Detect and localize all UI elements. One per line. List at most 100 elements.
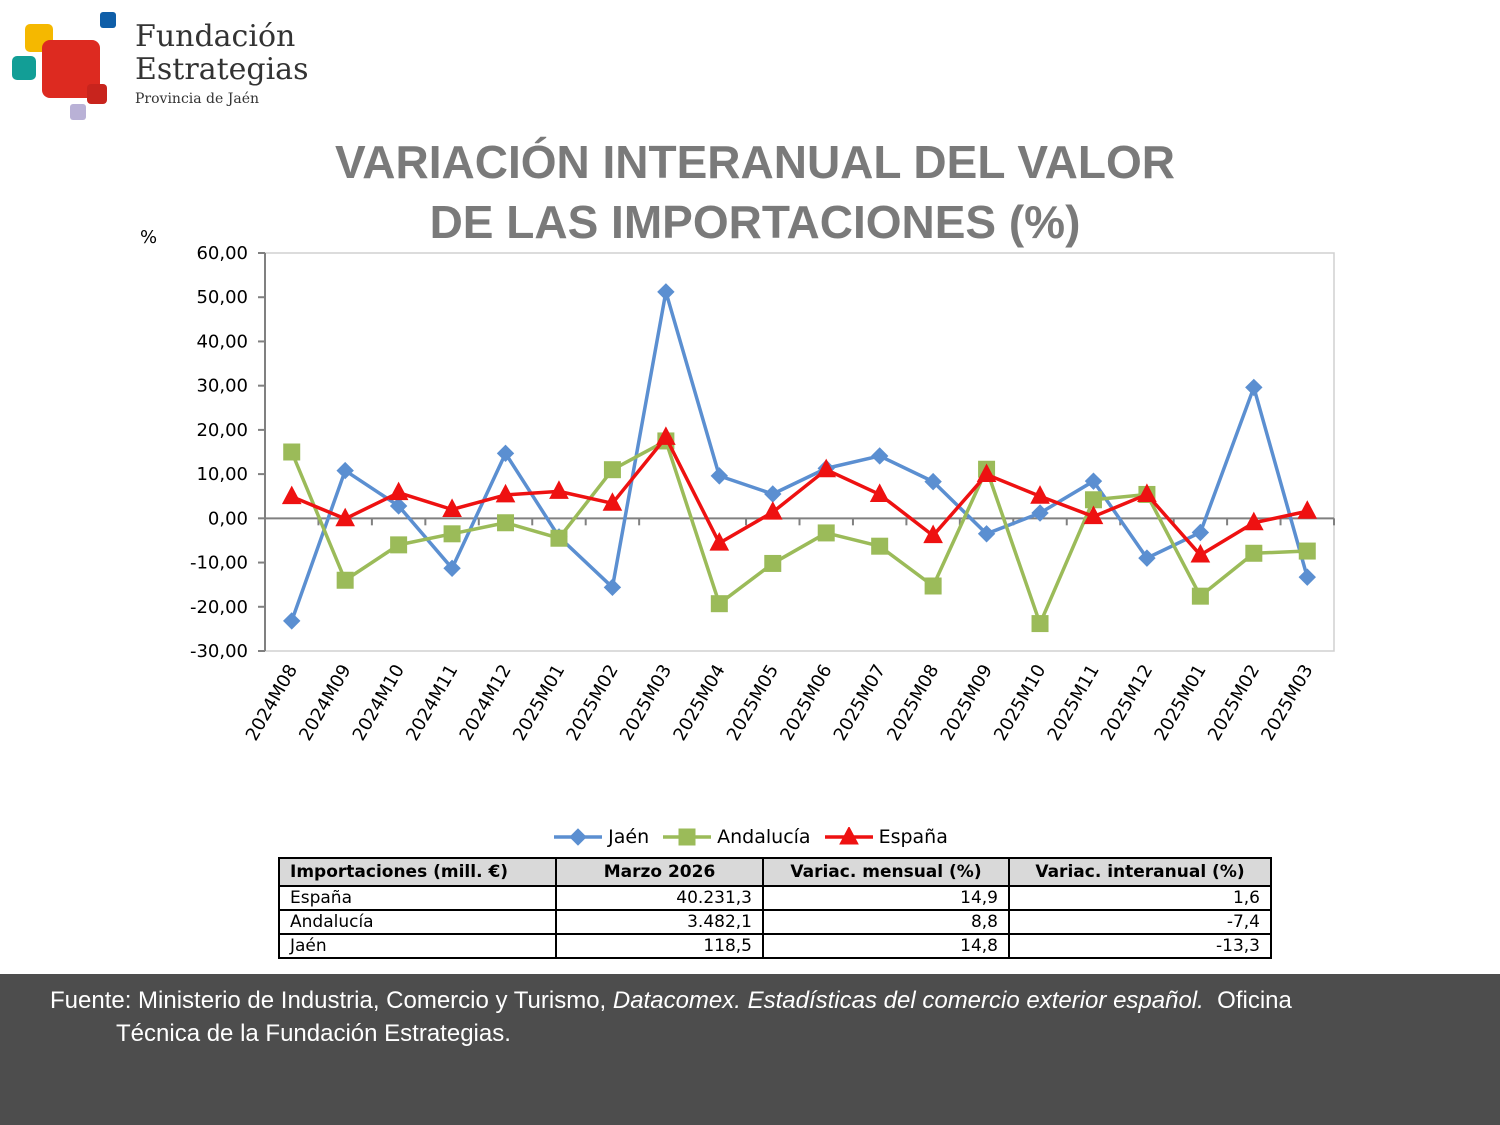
data-point — [924, 577, 942, 595]
y-tick-label: -20,00 — [190, 597, 248, 618]
x-tick-label: 2025M03 — [1257, 661, 1317, 744]
data-point — [496, 444, 515, 463]
logo-square-teal — [12, 56, 36, 80]
data-point — [1084, 491, 1102, 509]
data-point — [1298, 542, 1316, 560]
table-cell: 118,5 — [555, 933, 764, 959]
logo-square-blue — [100, 12, 116, 28]
table-cell: -7,4 — [1008, 909, 1272, 935]
data-point — [443, 559, 461, 578]
data-point — [388, 481, 409, 501]
data-point — [709, 532, 730, 551]
legend-label: España — [878, 826, 948, 848]
table-row: España 40.231,3 14,9 1,6 — [278, 885, 1272, 911]
x-tick-label: 2025M06 — [776, 661, 836, 744]
data-point — [442, 498, 462, 517]
data-point — [443, 525, 461, 543]
plot-border — [264, 252, 1335, 652]
logo-square-lilac — [70, 104, 86, 120]
x-tick-label: 2024M08 — [242, 661, 302, 744]
data-point — [283, 443, 301, 461]
y-axis: 60,00 50,00 40,00 30,00 20,00 10,00 0,00 -10,00… — [190, 243, 266, 662]
data-point — [924, 472, 942, 491]
data-point — [656, 426, 676, 445]
data-point — [602, 492, 623, 511]
logo-text: Fundación Estrategias Provincia de Jaén — [135, 20, 308, 110]
data-point — [1031, 504, 1049, 522]
y-tick-label: 30,00 — [196, 376, 248, 397]
data-point — [817, 524, 835, 542]
data-point — [335, 507, 356, 527]
data-point — [762, 501, 783, 520]
data-point — [1245, 378, 1263, 397]
x-tick-label: 2025M12 — [1097, 661, 1157, 744]
data-point — [1191, 523, 1210, 542]
table-header: Importaciones (mill. €) — [278, 857, 557, 887]
data-point — [603, 578, 622, 597]
x-tick-label: 2024M11 — [402, 661, 462, 744]
chart-title: VARIACIÓN INTERANUAL DEL VALOR DE LAS IM… — [200, 132, 1310, 252]
table-header-row: Importaciones (mill. €) Marzo 2026 Varia… — [278, 857, 1272, 887]
table-cell: 14,8 — [762, 933, 1010, 959]
x-tick-label: 2024M12 — [456, 661, 516, 744]
data-point — [816, 458, 837, 478]
series-line — [290, 439, 1308, 626]
data-point — [870, 447, 889, 465]
data-point — [550, 529, 568, 547]
data-point — [390, 536, 408, 554]
data-point — [495, 483, 516, 503]
footer-part-1: Fuente: Ministerio de Industria, Comerci… — [50, 987, 613, 1014]
table-cell: 1,6 — [1008, 885, 1272, 911]
data-point — [1137, 483, 1157, 502]
x-tick-label: 2025M09 — [937, 661, 997, 744]
table-header: Variac. mensual (%) — [762, 857, 1010, 887]
data-point — [1298, 568, 1316, 586]
data-point — [871, 537, 889, 555]
series-jaén — [283, 283, 1316, 630]
table-cell: 40.231,3 — [555, 885, 764, 911]
data-point — [1083, 505, 1104, 525]
footer-line-2: Técnica de la Fundación Estrategias. — [116, 1020, 511, 1047]
data-point — [1297, 500, 1318, 519]
data-point — [838, 827, 859, 845]
chart-title-line-1: VARIACIÓN INTERANUAL DEL VALOR — [335, 136, 1175, 188]
table-cell: 3.482,1 — [555, 909, 764, 935]
y-tick-label: 20,00 — [196, 420, 248, 441]
x-tick-label: 2025M05 — [723, 661, 783, 744]
series-line — [291, 435, 1308, 557]
data-point — [549, 480, 569, 499]
table-cell: 8,8 — [762, 909, 1010, 935]
logo-line-1: Fundación — [135, 19, 296, 54]
x-tick-label: 2024M10 — [349, 661, 409, 744]
y-tick-label: 60,00 — [196, 243, 248, 264]
data-point — [976, 463, 997, 483]
table-row: Andalucía 3.482,1 8,8 -7,4 — [278, 909, 1272, 935]
logo-line-3: Provincia de Jaén — [135, 91, 260, 107]
data-point — [678, 828, 696, 846]
data-point — [1138, 549, 1156, 567]
y-tick-label: 40,00 — [196, 331, 248, 352]
data-point — [657, 283, 675, 301]
data-point — [603, 461, 621, 479]
data-point — [336, 461, 354, 480]
table-cell: Jaén — [278, 933, 557, 959]
legend-label: Jaén — [608, 826, 650, 848]
chart-title-line-2: DE LAS IMPORTACIONES (%) — [429, 196, 1081, 248]
data-point — [710, 595, 728, 613]
data-point — [977, 525, 996, 543]
x-tick-label: 2025M02 — [1204, 661, 1264, 744]
y-tick-label: 10,00 — [196, 464, 248, 485]
data-point — [710, 467, 729, 485]
data-point — [923, 524, 943, 544]
x-tick-label: 2025M03 — [616, 661, 676, 744]
footer-text: Fuente: Ministerio de Industria, Comerci… — [50, 984, 1470, 1050]
series-group — [281, 283, 1318, 633]
data-point — [1243, 511, 1264, 531]
data-point — [1191, 587, 1209, 605]
y-tick-label: -30,00 — [190, 641, 248, 662]
table-cell: 14,9 — [762, 885, 1010, 911]
x-tick-label: 2025M01 — [1150, 661, 1210, 744]
x-tick-label: 2025M04 — [669, 661, 729, 744]
legend-item: Andalucía — [661, 826, 811, 848]
data-point — [281, 485, 302, 505]
